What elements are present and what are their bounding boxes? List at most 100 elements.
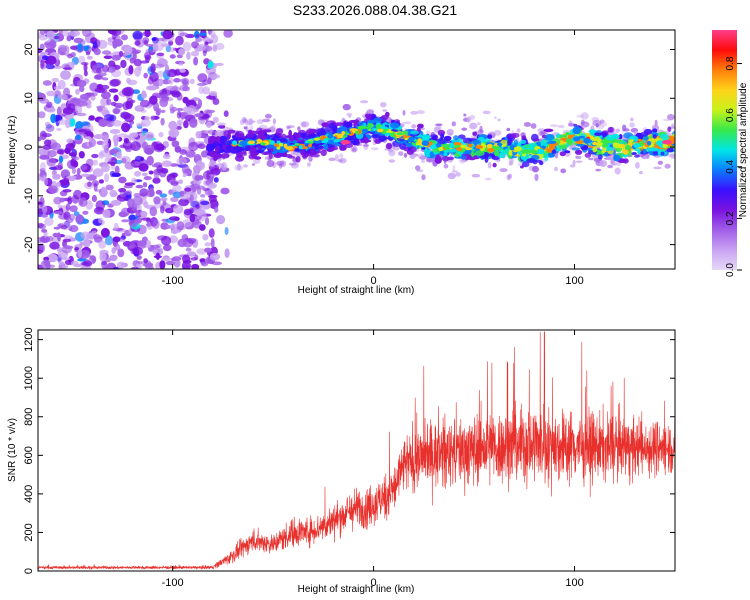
spectrogram-cell — [131, 203, 138, 212]
spectrogram-cell — [91, 153, 99, 159]
spectrogram-cell — [342, 135, 348, 138]
spectrogram-y-tick-label: -10 — [23, 188, 35, 204]
spectrogram-cell — [75, 88, 80, 95]
spectrogram-cell — [132, 30, 143, 40]
spectrogram-cell — [223, 110, 229, 117]
spectrogram-cell — [558, 144, 568, 150]
spectrogram-cell — [109, 114, 117, 122]
spectrogram-cell — [116, 151, 122, 159]
spectrogram-cell — [469, 122, 478, 130]
spectrogram-peak — [661, 139, 672, 145]
spectrogram-cell — [202, 233, 209, 241]
snr-panel: -100 0 100 0 200 400 600 800 1000 1200 Height of… — [7, 327, 676, 595]
spectrogram-cell — [167, 77, 174, 85]
spectrogram-cell — [417, 138, 422, 144]
snr-x-tick-label: 0 — [371, 577, 377, 589]
spectrogram-cell — [148, 170, 154, 175]
spectrogram-cell — [361, 128, 369, 134]
spectrogram-cell — [108, 60, 116, 68]
snr-x-axis-title: Height of straight line (km) — [298, 584, 415, 595]
spectrogram-cell — [273, 153, 282, 159]
spectrogram-cell — [654, 119, 658, 126]
spectrogram-cell — [121, 157, 127, 164]
spectrogram-cell — [662, 144, 668, 148]
spectrogram-cell — [175, 126, 182, 130]
spectrogram-cell — [236, 137, 243, 141]
spectrogram-cell — [93, 134, 104, 140]
spectrogram-cell — [580, 119, 585, 126]
spectrogram-cell — [161, 257, 172, 262]
spectrogram-cell — [38, 92, 46, 102]
spectrogram-cell — [54, 211, 64, 215]
spectrogram-cell — [56, 181, 61, 187]
spectrogram-cell — [664, 163, 671, 169]
spectrogram-cell — [60, 70, 71, 80]
spectrogram-cell — [288, 162, 297, 166]
spectrogram-cell — [417, 123, 424, 129]
spectrogram-cell — [624, 144, 631, 151]
spectrogram-cell — [125, 190, 133, 195]
spectrogram-cell — [614, 167, 621, 175]
spectrogram-cell — [213, 177, 219, 183]
spectrogram-cell — [220, 137, 225, 144]
spectrogram-cell — [146, 44, 154, 47]
colorbar-tick-label: 0.6 — [725, 108, 736, 122]
spectrogram-cell — [153, 107, 162, 112]
spectrogram-cell — [213, 74, 221, 79]
spectrogram-cell — [62, 264, 69, 269]
spectrogram-cell — [360, 100, 369, 104]
spectrogram-cell — [276, 146, 281, 150]
spectrogram-cell — [402, 134, 407, 139]
spectrogram-cell — [630, 117, 634, 122]
spectrogram-cell — [123, 138, 129, 144]
spectrogram-cell — [423, 137, 429, 142]
spectrogram-cell — [109, 254, 118, 261]
colorbar-tick-label: 0.0 — [725, 263, 736, 277]
spectrogram-cell — [124, 182, 136, 186]
spectrogram-cell — [595, 168, 602, 172]
spectrogram-cell — [126, 97, 134, 108]
spectrogram-cell — [113, 138, 118, 147]
spectrogram-cell — [548, 143, 554, 146]
spectrogram-cell — [504, 148, 509, 153]
spectrogram-cell — [121, 34, 128, 41]
spectrogram-cell — [479, 125, 483, 133]
spectrogram-cell — [178, 179, 184, 184]
spectrogram-cell — [206, 109, 216, 114]
spectrogram-cell — [364, 113, 370, 118]
spectrogram-cell — [93, 182, 98, 192]
spectrogram-cell — [83, 62, 88, 73]
spectrogram-cell — [60, 224, 68, 230]
spectrogram-cell — [554, 166, 558, 172]
spectrogram-cell — [38, 111, 46, 119]
spectrogram-cell — [165, 207, 175, 214]
spectrogram-y-tick-label: 20 — [23, 43, 35, 55]
spectrogram-cell — [38, 201, 43, 205]
spectrogram-cell — [435, 143, 442, 148]
spectrogram-cell — [38, 136, 42, 142]
spectrogram-cell — [370, 147, 379, 151]
spectrogram-cell — [622, 158, 629, 164]
spectrogram-cell — [111, 120, 122, 127]
spectrogram-cell — [93, 75, 104, 80]
spectrogram-cell — [142, 262, 154, 267]
spectrogram-cell — [220, 153, 230, 159]
spectrogram-cell — [351, 147, 357, 152]
spectrogram-cell — [42, 80, 53, 86]
spectrogram-cell — [209, 159, 216, 167]
spectrogram-cell — [160, 117, 165, 126]
spectrogram-cell — [107, 66, 116, 73]
spectrogram-cell — [142, 182, 148, 188]
spectrogram-cell — [245, 144, 251, 151]
spectrogram-cell — [221, 162, 228, 171]
spectrogram-heatmap — [38, 30, 675, 269]
spectrogram-cell — [77, 248, 82, 258]
spectrogram-cell — [76, 167, 81, 176]
spectrogram-cell — [208, 151, 218, 158]
spectrogram-cell — [158, 131, 164, 138]
spectrogram-cell — [461, 127, 468, 131]
spectrogram-cell — [57, 94, 68, 100]
spectrogram-cell — [371, 128, 378, 131]
spectrogram-cell — [220, 187, 230, 195]
spectrogram-cell — [635, 162, 640, 169]
